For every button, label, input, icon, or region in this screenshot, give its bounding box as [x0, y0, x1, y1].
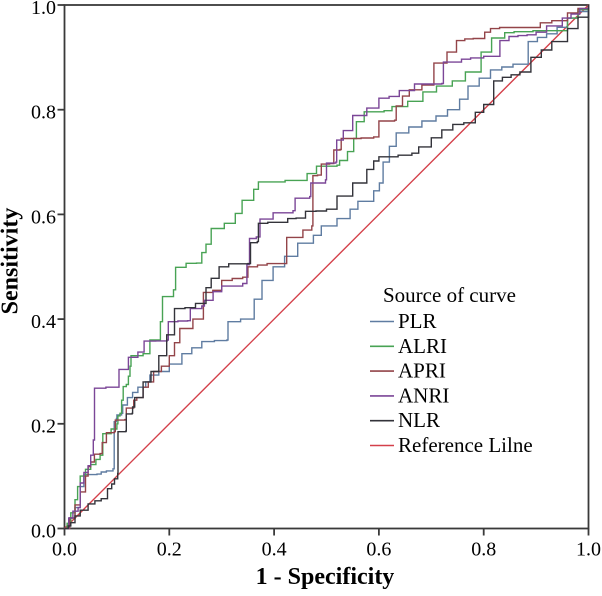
svg-text:0.0: 0.0: [52, 539, 77, 561]
svg-text:0.6: 0.6: [31, 206, 56, 228]
svg-text:1 - Specificity: 1 - Specificity: [256, 564, 395, 590]
svg-text:Sensitivity: Sensitivity: [0, 208, 24, 315]
svg-text:0.8: 0.8: [31, 102, 56, 124]
svg-text:0.2: 0.2: [31, 416, 56, 438]
svg-text:0.2: 0.2: [157, 539, 182, 561]
svg-text:APRI: APRI: [398, 359, 446, 383]
svg-text:0.0: 0.0: [31, 520, 56, 542]
svg-text:PLR: PLR: [398, 309, 437, 333]
svg-text:1.0: 1.0: [576, 539, 601, 561]
svg-text:Reference Lilne: Reference Lilne: [398, 433, 533, 457]
svg-text:0.6: 0.6: [366, 539, 391, 561]
svg-text:Source of curve: Source of curve: [383, 283, 516, 307]
svg-text:0.4: 0.4: [31, 311, 56, 333]
svg-text:ALRI: ALRI: [398, 334, 447, 358]
svg-text:0.8: 0.8: [471, 539, 496, 561]
svg-text:ANRI: ANRI: [398, 383, 449, 407]
svg-text:1.0: 1.0: [31, 0, 56, 19]
svg-text:NLR: NLR: [398, 408, 440, 432]
svg-text:0.4: 0.4: [262, 539, 287, 561]
